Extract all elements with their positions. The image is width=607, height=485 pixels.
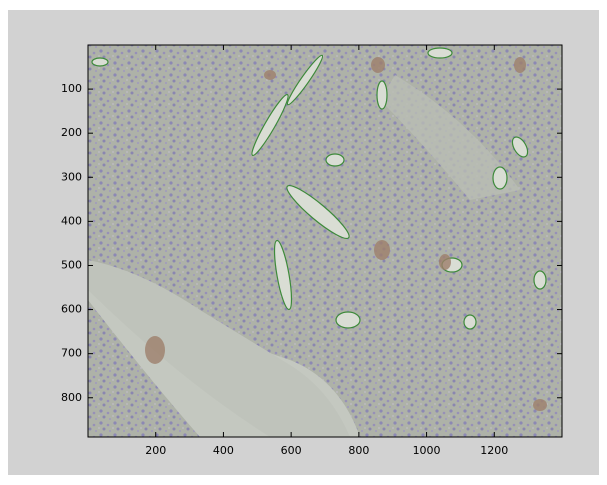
y-tick-label: 800 xyxy=(61,391,82,404)
x-tick-label: 600 xyxy=(281,444,302,457)
x-tick-label: 1000 xyxy=(413,444,441,457)
image xyxy=(88,45,562,437)
y-tick-label: 400 xyxy=(61,214,82,227)
figure: 200 400 600 800 1000 1200 100 200 300 400 500 600 70… xyxy=(0,0,607,485)
x-tick-label: 1200 xyxy=(480,444,508,457)
y-tick-label: 300 xyxy=(61,170,82,183)
y-tick-label: 600 xyxy=(61,303,82,316)
x-tick-label: 200 xyxy=(145,444,166,457)
y-tick-label: 700 xyxy=(61,347,82,360)
y-tick-label: 200 xyxy=(61,126,82,139)
x-tick-label: 400 xyxy=(213,444,234,457)
y-tick-label: 100 xyxy=(61,82,82,95)
x-tick-label: 800 xyxy=(348,444,369,457)
y-tick-label: 500 xyxy=(61,258,82,271)
